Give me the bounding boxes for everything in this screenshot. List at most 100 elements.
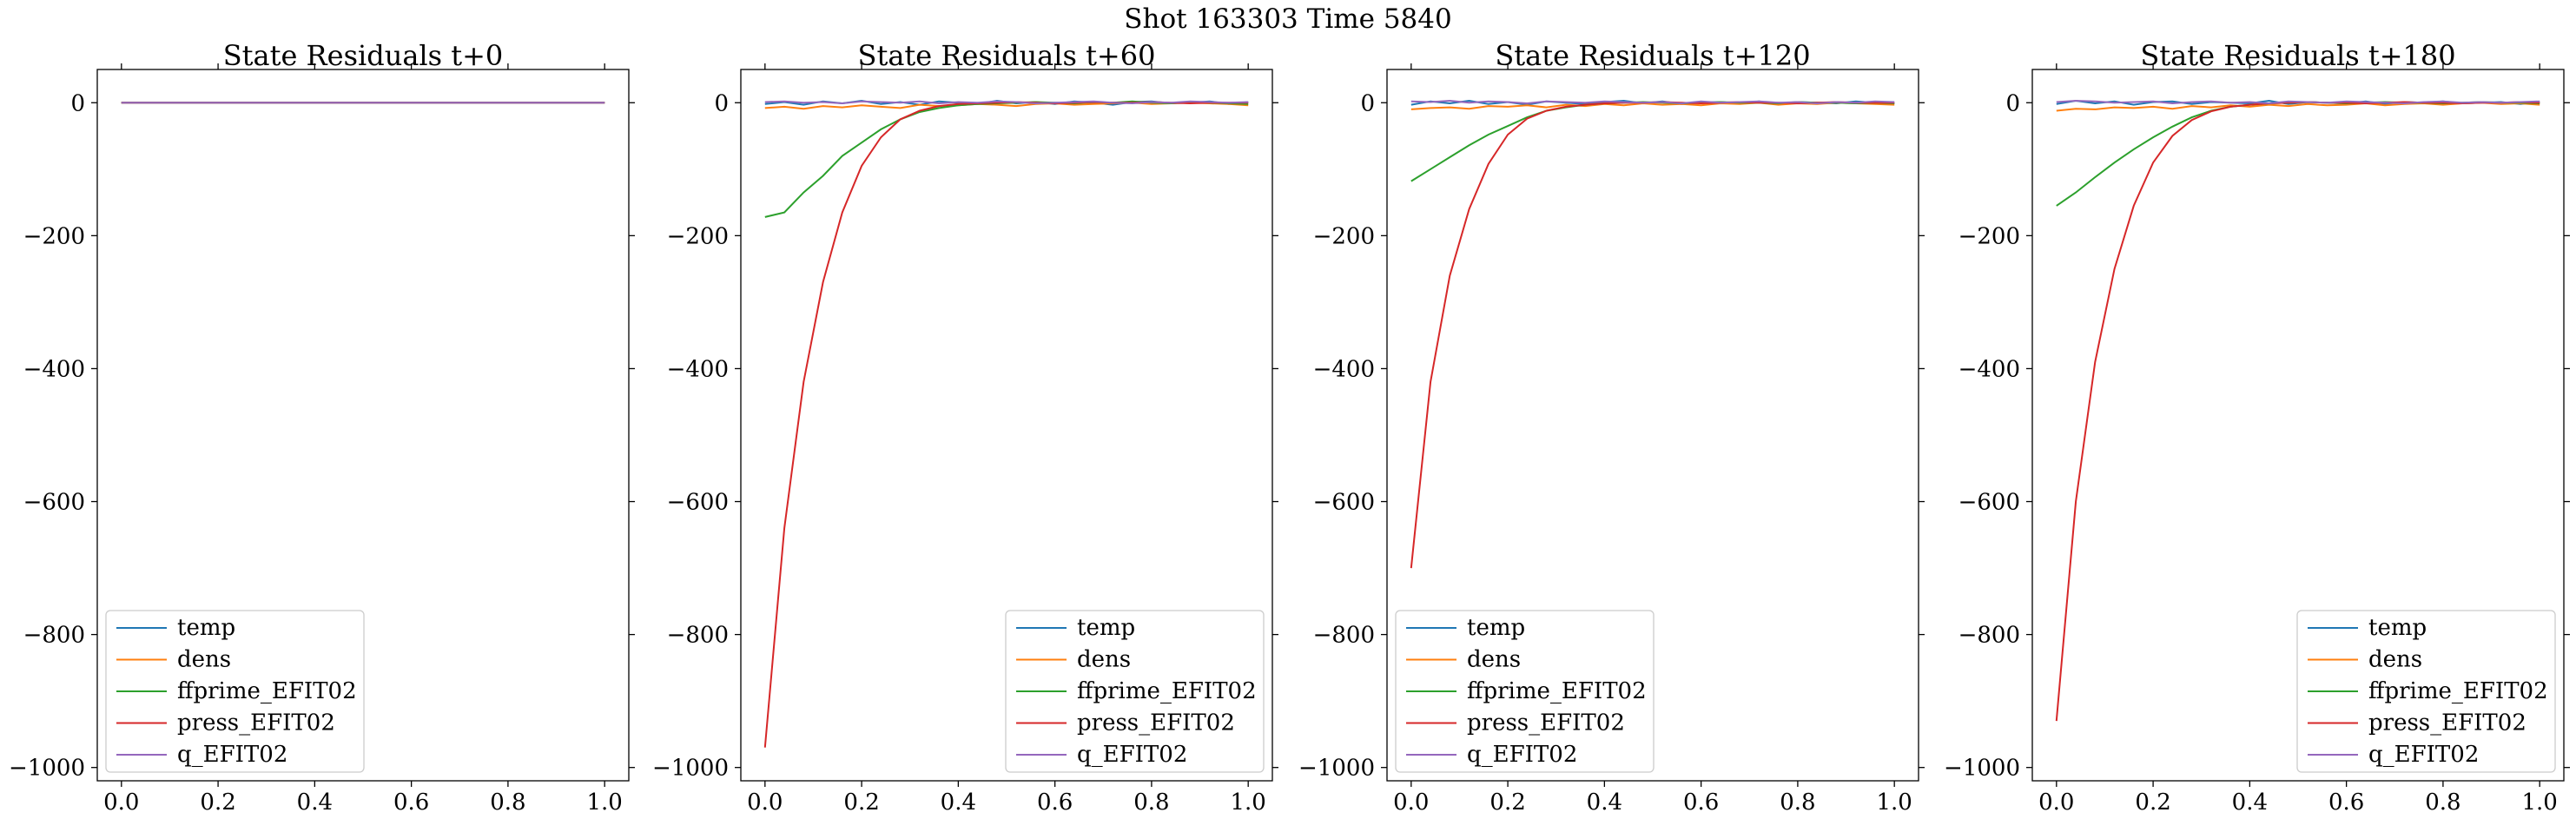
x-tick-label: 0.0 [2038,789,2074,816]
axes-frame [2031,69,2565,782]
y-tick-label: −600 [1313,490,1375,516]
legend-label-temp: temp [177,615,235,641]
y-tick-label: −400 [1313,356,1375,382]
y-tick-label: −200 [1958,223,2020,249]
panel-0: State Residuals t+0 0.0 0.2 0.4 0.6 0.8 1.0 0 −2… [9,39,635,816]
series-line-ffprime_EFIT02 [1410,101,1895,182]
y-tick-label: −800 [23,623,85,649]
legend-label-press_EFIT02: press_EFIT02 [1077,710,1235,736]
series-line-ffprime_EFIT02 [764,100,1249,218]
series-line-q_EFIT02 [764,100,1249,105]
y-tick-label: −200 [1313,223,1375,249]
y-tick-label: −400 [1958,356,2020,382]
y-tick-label: 0 [1360,90,1375,116]
series-lines [2055,99,2540,722]
panel-title: State Residuals t+120 [1495,39,1810,72]
legend: temp dens ffprime_EFIT02 press_EFIT02 q_EFIT… [1005,610,1265,773]
x-tick-label: 0.2 [2135,789,2170,816]
figure-title: Shot 163303 Time 5840 [1124,3,1451,35]
y-tick-label: −1000 [1944,756,2020,782]
legend-label-press_EFIT02: press_EFIT02 [1467,710,1625,736]
legend-label-q_EFIT02: q_EFIT02 [1077,742,1187,768]
legend: temp dens ffprime_EFIT02 press_EFIT02 q_EFIT… [1395,610,1655,773]
panel-3: State Residuals t+180 0.0 0.2 0.4 0.6 0.8 1.0 0… [1944,39,2570,816]
legend: temp dens ffprime_EFIT02 press_EFIT02 q_EFIT… [2296,610,2556,773]
legend-label-q_EFIT02: q_EFIT02 [2368,742,2479,768]
x-tick-label: 0.4 [1587,789,1622,816]
x-tick-label: 0.2 [843,789,879,816]
legend-label-ffprime_EFIT02: ffprime_EFIT02 [2368,678,2548,704]
panel-2: State Residuals t+120 0.0 0.2 0.4 0.6 0.8 1.0 0… [1298,39,1925,816]
x-tick-label: 0.8 [1780,789,1815,816]
axes-frame [740,69,1273,782]
series-line-q_EFIT02 [2056,99,2540,105]
x-tick-label: 0.4 [2232,789,2268,816]
y-tick-label: −1000 [1298,756,1375,782]
legend-label-dens: dens [1077,647,1131,673]
series-lines [763,99,1249,748]
x-tick-label: 0.8 [1133,789,1169,816]
x-tick-label: 0.6 [1683,789,1719,816]
y-tick-label: −600 [23,490,85,516]
legend-label-temp: temp [2368,615,2427,641]
legend-box [2296,610,2556,773]
x-tick-label: 0.6 [2328,789,2364,816]
y-tick-label: −200 [667,223,729,249]
legend-label-ffprime_EFIT02: ffprime_EFIT02 [177,678,357,704]
x-tick-label: 0.2 [200,789,235,816]
x-tick-label: 0.6 [393,789,429,816]
y-tick-label: −400 [667,356,729,382]
panel-title: State Residuals t+0 [223,39,504,72]
legend-box [1395,610,1655,773]
y-tick-label: 0 [714,90,729,116]
series-line-q_EFIT02 [1410,99,1895,105]
legend: temp dens ffprime_EFIT02 press_EFIT02 q_EFIT… [105,610,365,773]
legend-label-dens: dens [1467,647,1521,673]
x-tick-label: 0.4 [297,789,333,816]
x-tick-label: 1.0 [1877,789,1912,816]
axes-frame [96,69,630,782]
y-tick-label: −800 [1958,623,2020,649]
series-line-press_EFIT02 [1410,101,1895,569]
x-tick-label: 0.2 [1489,789,1525,816]
y-tick-label: −400 [23,356,85,382]
legend-box [1005,610,1265,773]
y-tick-label: −1000 [652,756,729,782]
x-tick-label: 1.0 [2522,789,2558,816]
x-tick-label: 0.0 [1393,789,1429,816]
y-tick-label: −800 [1313,623,1375,649]
legend-box [105,610,365,773]
y-tick-label: −600 [1958,490,2020,516]
legend-label-press_EFIT02: press_EFIT02 [2368,710,2526,736]
panel-title: State Residuals t+60 [858,39,1156,72]
x-tick-label: 1.0 [587,789,623,816]
y-tick-label: −600 [667,490,729,516]
x-tick-label: 0.0 [103,789,139,816]
series-line-ffprime_EFIT02 [2056,101,2540,207]
x-tick-label: 1.0 [1231,789,1266,816]
legend-label-press_EFIT02: press_EFIT02 [177,710,335,736]
y-tick-label: −1000 [9,756,85,782]
series-lines [1410,99,1895,569]
legend-label-q_EFIT02: q_EFIT02 [177,742,287,768]
panels-group: State Residuals t+0 0.0 0.2 0.4 0.6 0.8 1.0 0 −2… [9,39,2570,816]
y-tick-label: −200 [23,223,85,249]
legend-label-ffprime_EFIT02: ffprime_EFIT02 [1077,678,1257,704]
panel-title: State Residuals t+180 [2140,39,2455,72]
x-tick-label: 0.0 [747,789,783,816]
y-tick-label: 0 [2005,90,2020,116]
y-tick-label: −800 [667,623,729,649]
legend-label-dens: dens [2368,647,2422,673]
legend-label-q_EFIT02: q_EFIT02 [1467,742,1577,768]
x-tick-label: 0.6 [1037,789,1073,816]
y-tick-label: 0 [70,90,85,116]
panel-1: State Residuals t+60 0.0 0.2 0.4 0.6 0.8 1.0 0 −… [652,39,1278,816]
legend-label-dens: dens [177,647,231,673]
x-tick-label: 0.4 [941,789,976,816]
legend-label-temp: temp [1467,615,1525,641]
legend-label-ffprime_EFIT02: ffprime_EFIT02 [1467,678,1647,704]
x-tick-label: 0.8 [490,789,525,816]
axes-frame [1386,69,1919,782]
x-tick-label: 0.8 [2425,789,2460,816]
